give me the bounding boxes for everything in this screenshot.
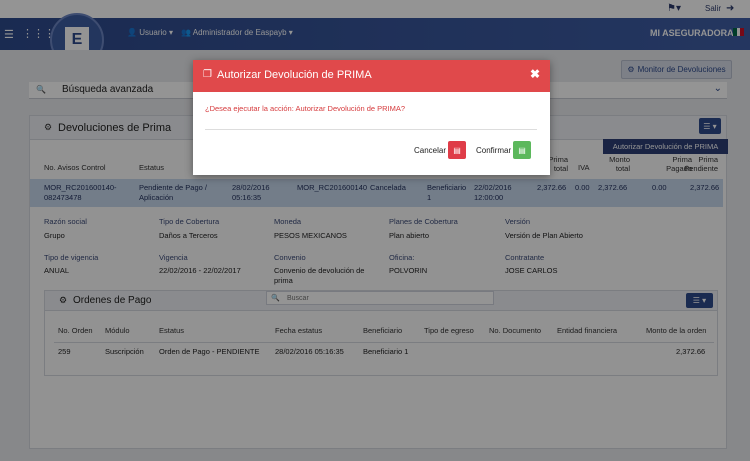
cell-monto-total: 2,372.66 bbox=[598, 183, 628, 192]
col-no-orden: No. Orden bbox=[58, 326, 93, 335]
dialog-title: Autorizar Devolución de PRIMA bbox=[217, 69, 372, 81]
cancel-button[interactable]: ▤ bbox=[448, 141, 466, 159]
col-modulo: Módulo bbox=[105, 326, 130, 335]
flag-icon[interactable]: ⚑▾ bbox=[667, 3, 681, 14]
document-cancel-icon: ▤ bbox=[453, 145, 461, 155]
col-iva: IVA bbox=[578, 163, 590, 172]
divider bbox=[205, 129, 537, 130]
user-menu-label: Usuario bbox=[139, 28, 167, 37]
col-monto-total: Monto total bbox=[609, 155, 630, 173]
admin-menu[interactable]: 👥 Administrador de Easpayb ▾ bbox=[181, 28, 293, 37]
label-oficina: Oficina: bbox=[389, 253, 415, 262]
logout-link[interactable]: Salir bbox=[705, 4, 722, 13]
panel-menu-button[interactable]: ☰ ▾ bbox=[699, 118, 721, 134]
cell-fecha2: 22/02/2016 12:00:00 bbox=[474, 183, 512, 202]
cell-estado: Cancelada bbox=[370, 183, 406, 192]
cell-beneficiario-orden: Beneficiario 1 bbox=[363, 347, 409, 356]
value-vigencia: 22/02/2016 - 22/02/2017 bbox=[159, 266, 241, 275]
cell-beneficiario: Beneficiario 1 bbox=[427, 183, 467, 202]
cell-fecha: 28/02/2016 05:16:35 bbox=[232, 183, 270, 202]
gear-icon: ⚙ bbox=[59, 295, 68, 305]
col-prima-pendiente: Prima Pendiente bbox=[684, 155, 718, 173]
ordenes-search-input[interactable] bbox=[287, 293, 487, 304]
utility-bar: ⚑▾ Salir ➜ bbox=[0, 0, 750, 18]
col-prima-pagada: Prima Pagada bbox=[666, 155, 692, 173]
cell-fecha-estatus: 28/02/2016 05:16:35 bbox=[275, 347, 344, 356]
cell-avisos: MOR_RC201600140-082473478 bbox=[44, 183, 117, 202]
label-version: Versión bbox=[505, 217, 531, 226]
col-tipo-egreso: Tipo de egreso bbox=[424, 326, 474, 335]
monitor-button-label: Monitor de Devoluciones bbox=[637, 65, 726, 74]
main-header: ☰ ⋮⋮⋮ 👤 Usuario ▾ 👥 Administrador de Eas… bbox=[0, 18, 750, 50]
label-planes: Planes de Cobertura bbox=[389, 217, 458, 226]
col-prima-total: Prima total bbox=[548, 155, 568, 173]
ordenes-search: 🔍 bbox=[266, 291, 494, 305]
col-monto-orden: Monto de la orden bbox=[646, 326, 707, 335]
cell-no-orden: 259 bbox=[58, 347, 71, 356]
col-estatus: Estatus bbox=[139, 163, 165, 172]
document-confirm-icon: ▤ bbox=[518, 145, 526, 155]
monitor-devoluciones-button[interactable]: ⚙ Monitor de Devoluciones bbox=[621, 60, 732, 79]
value-convenio: Convenio de devolución de prima bbox=[274, 266, 365, 285]
table-row[interactable] bbox=[54, 342, 714, 358]
col-avisos: No. Avisos Control bbox=[44, 163, 106, 172]
close-icon[interactable]: ✖ bbox=[530, 67, 541, 81]
value-version: Versión de Plan Abierto bbox=[505, 231, 583, 240]
ordenes-title: Ordenes de Pago bbox=[73, 295, 152, 306]
value-razon-social: Grupo bbox=[44, 231, 65, 240]
cell-estatus-orden: Orden de Pago - PENDIENTE bbox=[159, 347, 260, 356]
col-no-documento: No. Documento bbox=[489, 326, 542, 335]
cell-prima-total: 2,372.66 bbox=[537, 183, 567, 192]
search-icon: 🔍 bbox=[36, 85, 46, 94]
gear-icon: ⚙ bbox=[44, 122, 53, 132]
value-vigencia-tipo: ANUAL bbox=[44, 266, 70, 275]
value-moneda: PESOS MEXICANOS bbox=[274, 231, 347, 240]
label-razon-social: Razón social bbox=[44, 217, 87, 226]
confirm-button[interactable]: ▤ bbox=[513, 141, 531, 159]
ordenes-pago-panel: ⚙ Ordenes de Pago bbox=[44, 290, 718, 376]
apps-grid-icon[interactable]: ⋮⋮⋮ bbox=[22, 28, 55, 40]
col-fecha-estatus: Fecha estatus bbox=[275, 326, 323, 335]
cell-estatus: Pendiente de Pago / Aplicación bbox=[139, 183, 207, 202]
cell-monto-orden: 2,372.66 bbox=[676, 347, 706, 356]
col-beneficiario: Beneficiario bbox=[363, 326, 403, 335]
chevron-down-icon[interactable]: ⌄ bbox=[713, 83, 722, 94]
hamburger-icon[interactable]: ☰ bbox=[4, 29, 14, 41]
ordenes-menu-button[interactable]: ☰ ▾ bbox=[686, 293, 713, 308]
table-row[interactable] bbox=[30, 179, 723, 207]
label-vigencia: Vigencia bbox=[159, 253, 188, 262]
confirm-label: Confirmar bbox=[476, 146, 512, 155]
brand-name: MI ASEGURADORA bbox=[650, 28, 734, 38]
document-icon: ❐ bbox=[203, 69, 212, 80]
dialog-message: ¿Desea ejecutar la acción: Autorizar Dev… bbox=[205, 104, 406, 113]
col-estatus-orden: Estatus bbox=[159, 326, 185, 335]
dropdown-item-autorizar[interactable]: Autorizar Devolución de PRIMA bbox=[603, 139, 728, 154]
cell-prima-pagada: 0.00 bbox=[652, 183, 667, 192]
confirm-dialog: ❐ Autorizar Devolución de PRIMA ✖ ¿Desea… bbox=[193, 60, 550, 175]
label-convenio: Convenio bbox=[274, 253, 306, 262]
label-moneda: Moneda bbox=[274, 217, 302, 226]
advanced-search-label: Búsqueda avanzada bbox=[62, 84, 154, 95]
cell-control: MOR_RC201600140 bbox=[297, 183, 368, 192]
logo-mark: E bbox=[65, 27, 89, 53]
cell-prima-pendiente: 2,372.66 bbox=[690, 183, 720, 192]
label-contratante: Contratante bbox=[505, 253, 545, 262]
user-menu[interactable]: 👤 Usuario ▾ bbox=[127, 28, 174, 37]
panel-title: Devoluciones de Prima bbox=[58, 122, 172, 134]
value-contratante: JOSE CARLOS bbox=[505, 266, 558, 275]
label-cobertura: Tipo de Cobertura bbox=[159, 217, 220, 226]
search-icon: 🔍 bbox=[271, 295, 280, 302]
cell-modulo: Suscripción bbox=[105, 347, 144, 356]
cancel-label: Cancelar bbox=[414, 146, 447, 155]
cell-iva: 0.00 bbox=[575, 183, 590, 192]
value-cobertura: Daños a Terceros bbox=[159, 231, 218, 240]
admin-menu-label: Administrador de Easpayb bbox=[192, 28, 287, 37]
value-planes: Plan abierto bbox=[389, 231, 430, 240]
value-oficina: POLVORIN bbox=[389, 266, 428, 275]
logout-icon[interactable]: ➜ bbox=[726, 3, 735, 14]
dialog-header: ❐ Autorizar Devolución de PRIMA ✖ bbox=[193, 60, 550, 92]
col-entidad: Entidad financiera bbox=[557, 326, 618, 335]
label-vigencia-tipo: Tipo de vigencia bbox=[44, 253, 99, 262]
mexico-flag-icon bbox=[733, 28, 745, 36]
